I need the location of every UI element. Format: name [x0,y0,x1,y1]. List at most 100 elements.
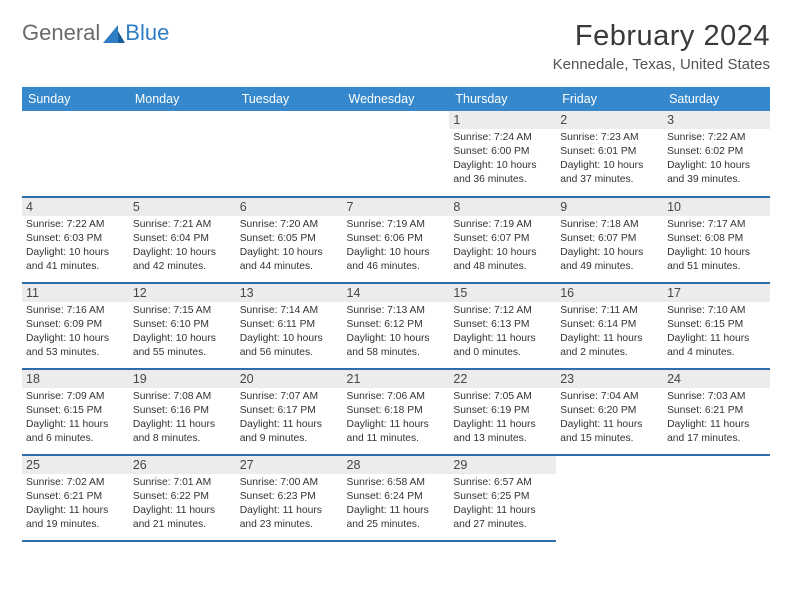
weekday-header: Saturday [663,87,770,111]
daylight-line: Daylight: 11 hours and 0 minutes. [453,332,552,360]
calendar-cell: 29Sunrise: 6:57 AMSunset: 6:25 PMDayligh… [449,455,556,541]
calendar-cell: 24Sunrise: 7:03 AMSunset: 6:21 PMDayligh… [663,369,770,455]
sunrise-line: Sunrise: 7:16 AM [26,304,125,318]
calendar-row: 1Sunrise: 7:24 AMSunset: 6:00 PMDaylight… [22,111,770,197]
daylight-line: Daylight: 11 hours and 13 minutes. [453,418,552,446]
calendar-cell: 4Sunrise: 7:22 AMSunset: 6:03 PMDaylight… [22,197,129,283]
day-number: 13 [236,284,343,302]
daylight-line: Daylight: 11 hours and 11 minutes. [347,418,446,446]
day-details: Sunrise: 7:21 AMSunset: 6:04 PMDaylight:… [133,218,232,274]
daylight-line: Daylight: 11 hours and 4 minutes. [667,332,766,360]
sunset-line: Sunset: 6:06 PM [347,232,446,246]
day-number: 16 [556,284,663,302]
sunrise-line: Sunrise: 7:22 AM [26,218,125,232]
sunset-line: Sunset: 6:13 PM [453,318,552,332]
sunrise-line: Sunrise: 6:57 AM [453,476,552,490]
day-number: 10 [663,198,770,216]
sunrise-line: Sunrise: 6:58 AM [347,476,446,490]
sunrise-line: Sunrise: 7:21 AM [133,218,232,232]
calendar-cell [556,455,663,541]
day-number: 17 [663,284,770,302]
calendar-cell: 8Sunrise: 7:19 AMSunset: 6:07 PMDaylight… [449,197,556,283]
calendar-cell: 5Sunrise: 7:21 AMSunset: 6:04 PMDaylight… [129,197,236,283]
daylight-line: Daylight: 11 hours and 2 minutes. [560,332,659,360]
daylight-line: Daylight: 10 hours and 56 minutes. [240,332,339,360]
calendar-cell: 27Sunrise: 7:00 AMSunset: 6:23 PMDayligh… [236,455,343,541]
day-details: Sunrise: 7:05 AMSunset: 6:19 PMDaylight:… [453,390,552,446]
calendar-cell: 15 Sunrise: 7:12 AMSunset: 6:13 PMDayligh… [449,283,556,369]
day-details: Sunrise: 7:22 AMSunset: 6:02 PMDaylight:… [667,131,766,187]
calendar-cell: 10 Sunrise: 7:17 AMSunset: 6:08 PMDayligh… [663,197,770,283]
day-details: Sunrise: 7:02 AMSunset: 6:21 PMDaylight:… [26,476,125,532]
sunset-line: Sunset: 6:01 PM [560,145,659,159]
sunrise-line: Sunrise: 7:20 AM [240,218,339,232]
day-details: Sunrise: 7:08 AMSunset: 6:16 PMDaylight:… [133,390,232,446]
day-details: Sunrise: 7:12 AMSunset: 6:13 PMDaylight:… [453,304,552,360]
sunset-line: Sunset: 6:15 PM [667,318,766,332]
day-details: Sunrise: 7:15 AMSunset: 6:10 PMDaylight:… [133,304,232,360]
weekday-header: Thursday [449,87,556,111]
day-number: 19 [129,370,236,388]
day-number: 15 [449,284,556,302]
calendar-cell: 25Sunrise: 7:02 AMSunset: 6:21 PMDayligh… [22,455,129,541]
day-details: Sunrise: 7:04 AMSunset: 6:20 PMDaylight:… [560,390,659,446]
daylight-line: Daylight: 10 hours and 51 minutes. [667,246,766,274]
calendar-cell: 11Sunrise: 7:16 AMSunset: 6:09 PMDayligh… [22,283,129,369]
sunset-line: Sunset: 6:03 PM [26,232,125,246]
day-details: Sunrise: 7:09 AMSunset: 6:15 PMDaylight:… [26,390,125,446]
daylight-line: Daylight: 10 hours and 44 minutes. [240,246,339,274]
day-number: 2 [556,111,663,129]
day-number: 27 [236,456,343,474]
daylight-line: Daylight: 10 hours and 48 minutes. [453,246,552,274]
sunrise-line: Sunrise: 7:08 AM [133,390,232,404]
daylight-line: Daylight: 10 hours and 55 minutes. [133,332,232,360]
logo-icon [103,23,125,43]
day-number: 4 [22,198,129,216]
day-number: 23 [556,370,663,388]
daylight-line: Daylight: 11 hours and 17 minutes. [667,418,766,446]
daylight-line: Daylight: 10 hours and 42 minutes. [133,246,232,274]
day-details: Sunrise: 7:06 AMSunset: 6:18 PMDaylight:… [347,390,446,446]
location: Kennedale, Texas, United States [553,56,770,73]
day-number: 3 [663,111,770,129]
sunrise-line: Sunrise: 7:12 AM [453,304,552,318]
sunset-line: Sunset: 6:10 PM [133,318,232,332]
calendar-cell: 16Sunrise: 7:11 AMSunset: 6:14 PMDayligh… [556,283,663,369]
sunset-line: Sunset: 6:22 PM [133,490,232,504]
day-number: 9 [556,198,663,216]
day-number: 7 [343,198,450,216]
calendar-cell: 3 Sunrise: 7:22 AMSunset: 6:02 PMDaylight… [663,111,770,197]
calendar-cell: 2Sunrise: 7:23 AMSunset: 6:01 PMDaylight… [556,111,663,197]
daylight-line: Daylight: 10 hours and 46 minutes. [347,246,446,274]
sunset-line: Sunset: 6:08 PM [667,232,766,246]
sunset-line: Sunset: 6:15 PM [26,404,125,418]
calendar-cell: 23 Sunrise: 7:04 AMSunset: 6:20 PMDayligh… [556,369,663,455]
sunrise-line: Sunrise: 7:23 AM [560,131,659,145]
calendar-cell [663,455,770,541]
sunrise-line: Sunrise: 7:19 AM [347,218,446,232]
day-number: 14 [343,284,450,302]
sunrise-line: Sunrise: 7:19 AM [453,218,552,232]
calendar-row: 4 Sunrise: 7:22 AMSunset: 6:03 PM Daylight… [22,197,770,283]
sunset-line: Sunset: 6:04 PM [133,232,232,246]
calendar-cell [22,111,129,197]
day-details: Sunrise: 7:10 AMSunset: 6:15 PMDaylight:… [667,304,766,360]
calendar-row: 11Sunrise: 7:16 AMSunset: 6:09 PMDayligh… [22,283,770,369]
day-number: 6 [236,198,343,216]
day-number: 24 [663,370,770,388]
daylight-line: Daylight: 11 hours and 19 minutes. [26,504,125,532]
sunrise-line: Sunrise: 7:03 AM [667,390,766,404]
weekday-header: Sunday [22,87,129,111]
day-number: 1 [449,111,556,129]
calendar-cell: 7 Sunrise: 7:19 AMSunset: 6:06 PMDaylight… [343,197,450,283]
sunrise-line: Sunrise: 7:17 AM [667,218,766,232]
calendar-row: 18 Sunrise: 7:09 AMSunset: 6:15 PMDayligh… [22,369,770,455]
calendar-cell: 28Sunrise: 6:58 AMSunset: 6:24 PMDayligh… [343,455,450,541]
calendar-cell: 18 Sunrise: 7:09 AMSunset: 6:15 PMDayligh… [22,369,129,455]
day-number: 18 [22,370,129,388]
sunrise-line: Sunrise: 7:07 AM [240,390,339,404]
day-number: 11 [22,284,129,302]
logo-text-2: Blue [125,20,169,46]
calendar-table: Sunday Monday Tuesday Wednesday Thursday… [22,87,770,542]
day-details: Sunrise: 7:18 AMSunset: 6:07 PMDaylight:… [560,218,659,274]
